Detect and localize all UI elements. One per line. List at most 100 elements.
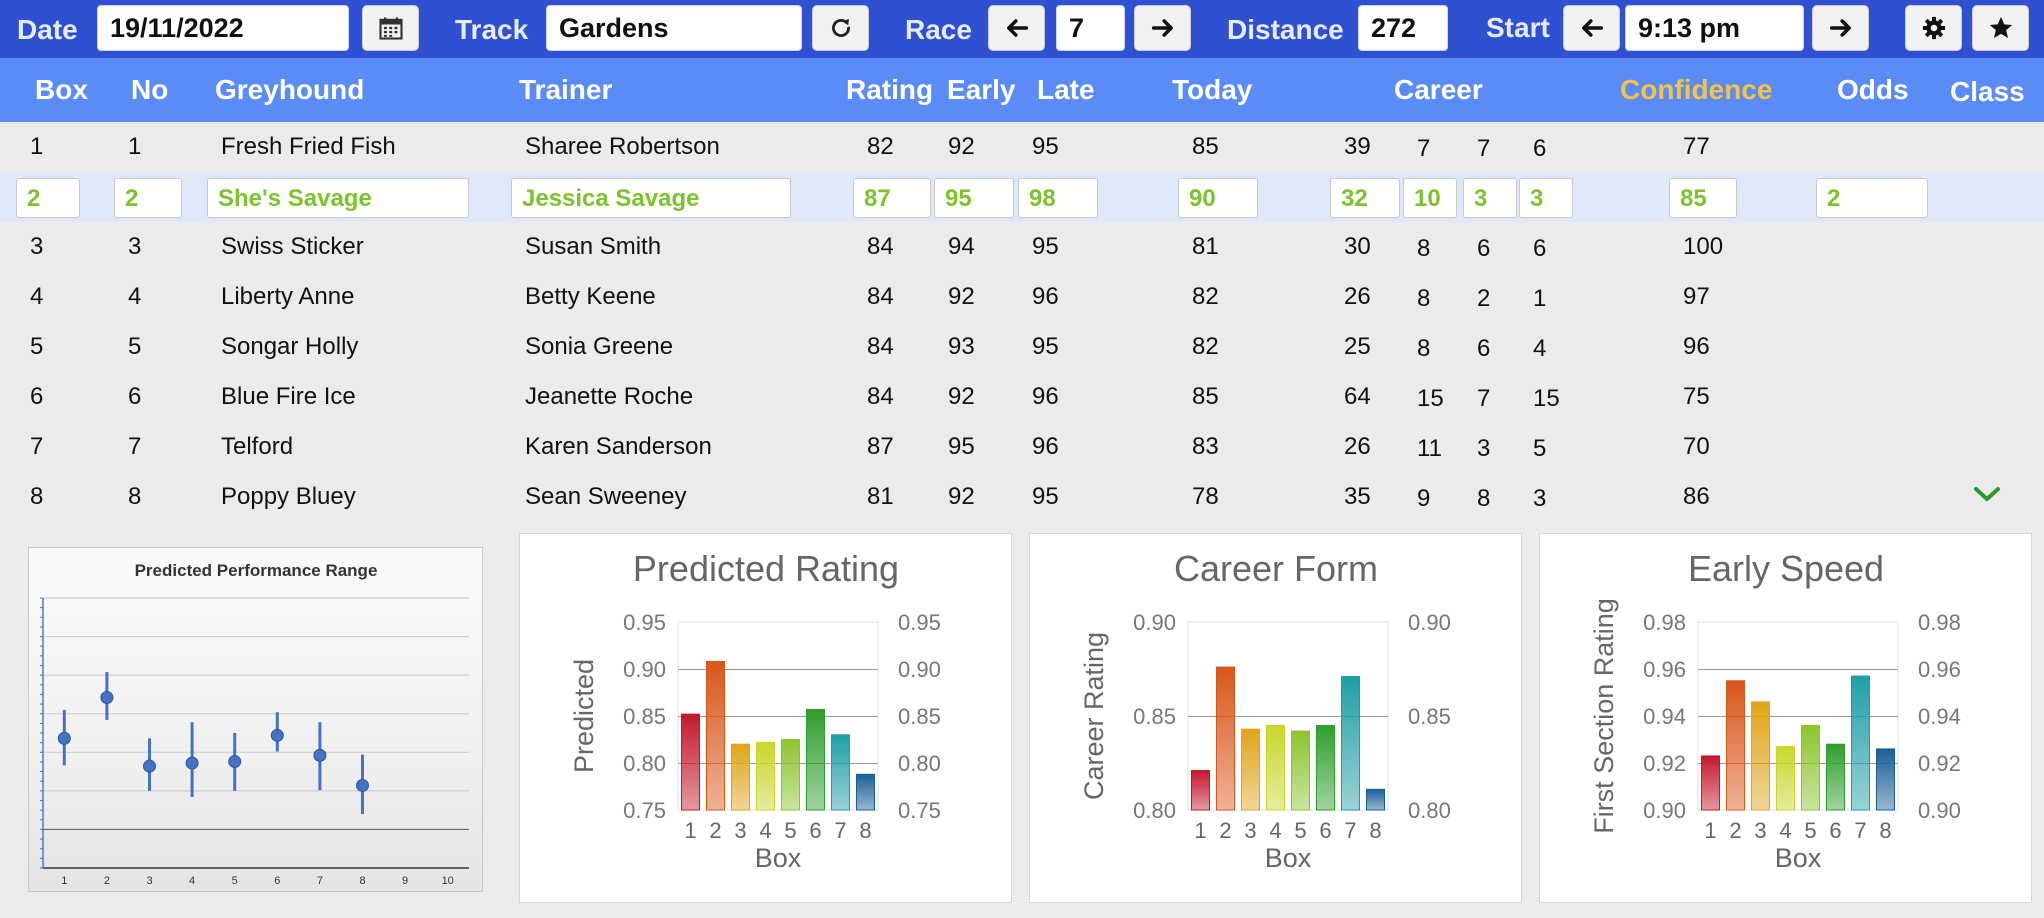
cell-career-c[interactable]: 3 (1463, 178, 1517, 218)
cell-career-d: 5 (1533, 435, 1547, 462)
race-next-button[interactable] (1134, 5, 1191, 51)
point-box-8 (356, 778, 369, 792)
date-field[interactable]: 19/11/2022 (97, 5, 349, 51)
cell-confidence: 75 (1683, 383, 1710, 410)
table-row[interactable]: 1 1 Fresh Fried Fish Sharee Robertson 82 92 95… (0, 122, 2044, 172)
early-speed-chart: 0.90 0.90 0.92 0.92 0.94 0.94 0.96 0.96 0.98 0.98… (1589, 548, 1961, 873)
cell-trainer: Sonia Greene (525, 333, 674, 360)
x-tick-label: 9 (402, 875, 408, 887)
refresh-button[interactable] (812, 5, 869, 51)
cell-today: 85 (1192, 133, 1219, 160)
cell-career-b: 7 (1417, 135, 1431, 162)
start-next-button[interactable] (1812, 5, 1869, 51)
cell-greyhound[interactable]: She's Savage (207, 178, 469, 218)
column-header-today[interactable]: Today (1172, 74, 1253, 105)
cell-career-a[interactable]: 32 (1330, 178, 1400, 218)
cell-career-d: 1 (1533, 285, 1547, 312)
cell-late[interactable]: 98 (1018, 178, 1098, 218)
x-tick-label: 3 (1244, 818, 1256, 843)
table-row[interactable]: 5 5 Songar Holly Sonia Greene 84 93 95 82 25 8 6 4 9… (0, 322, 2044, 372)
race-prev-button[interactable] (988, 5, 1045, 51)
x-tick-label: 4 (1269, 818, 1281, 843)
cell-rating: 81 (867, 483, 894, 510)
table-row[interactable]: 8 8 Poppy Bluey Sean Sweeney 81 92 95 78 35 9 8 3 86 (0, 472, 2044, 522)
settings-button[interactable] (1905, 5, 1962, 51)
cell-today[interactable]: 90 (1178, 178, 1258, 218)
cell-rating: 82 (867, 133, 894, 160)
cell-confidence: 100 (1683, 233, 1724, 260)
x-tick-label: 1 (1704, 818, 1716, 843)
y-tick-label-left: 0.80 (623, 751, 666, 776)
cell-career-d[interactable]: 3 (1519, 178, 1573, 218)
calendar-button[interactable] (362, 5, 419, 51)
x-tick-label: 6 (1319, 818, 1331, 843)
cell-box: 6 (30, 383, 44, 410)
cell-career-c: 6 (1477, 235, 1491, 262)
column-header-career[interactable]: Career (1394, 74, 1483, 105)
start-time-field[interactable]: 9:13 pm (1625, 5, 1804, 51)
distance-field[interactable]: 272 (1358, 5, 1448, 51)
cell-career-d: 6 (1533, 235, 1547, 262)
bar-box-1 (681, 713, 700, 811)
column-header-confidence[interactable]: Confidence (1620, 74, 1773, 105)
column-header-class[interactable]: Class (1950, 76, 2025, 107)
cell-box[interactable]: 2 (16, 178, 80, 218)
cell-career-b: 15 (1417, 385, 1444, 412)
column-header-late[interactable]: Late (1037, 74, 1095, 105)
cell-today: 85 (1192, 383, 1219, 410)
track-field[interactable]: Gardens (546, 5, 802, 51)
cell-confidence[interactable]: 85 (1669, 178, 1737, 218)
table-row[interactable]: 2 2 She's Savage Jessica Savage 87 95 98 90 32 10… (0, 172, 2044, 222)
cell-early[interactable]: 95 (934, 178, 1014, 218)
cell-greyhound: Swiss Sticker (221, 233, 364, 260)
cell-rating[interactable]: 87 (853, 178, 931, 218)
bar-box-8 (1876, 748, 1895, 811)
cell-today: 81 (1192, 233, 1219, 260)
cell-odds[interactable]: 2 (1816, 178, 1928, 218)
cell-trainer[interactable]: Jessica Savage (511, 178, 791, 218)
cell-career-b: 9 (1417, 485, 1431, 512)
y-tick-label-right: 0.95 (898, 610, 941, 635)
x-tick-label: 1 (1194, 818, 1206, 843)
bar-box-7 (1851, 675, 1870, 811)
cell-career-d: 6 (1533, 135, 1547, 162)
table-row[interactable]: 4 4 Liberty Anne Betty Keene 84 92 96 82 26 8 2 1 97 (0, 272, 2044, 322)
bar-box-3 (1751, 701, 1770, 811)
column-header-no[interactable]: No (131, 74, 169, 105)
cell-greyhound: Liberty Anne (221, 283, 355, 310)
star-icon (1989, 16, 2012, 39)
bar-box-7 (831, 734, 850, 811)
table-row[interactable]: 6 6 Blue Fire Ice Jeanette Roche 84 92 96 85 64 1… (0, 372, 2044, 422)
bar-box-2 (1216, 666, 1235, 811)
column-header-odds[interactable]: Odds (1837, 74, 1909, 105)
column-header-box[interactable]: Box (35, 74, 88, 105)
cell-box: 3 (30, 233, 44, 260)
cell-late: 95 (1032, 133, 1059, 160)
x-tick-label: 8 (359, 875, 365, 887)
table-row[interactable]: 7 7 Telford Karen Sanderson 87 95 96 83 26 11 3 5 70 (0, 422, 2044, 472)
cell-no[interactable]: 2 (114, 178, 182, 218)
table-row[interactable]: 3 3 Swiss Sticker Susan Smith 84 94 95 81 30 8 6 6 1… (0, 222, 2044, 272)
bar-box-8 (856, 773, 875, 811)
column-header-greyhound[interactable]: Greyhound (215, 74, 365, 105)
bar-box-3 (731, 743, 750, 811)
y-axis-label: Predicted (569, 659, 599, 773)
x-tick-label: 5 (1804, 818, 1816, 843)
cell-greyhound: Poppy Bluey (221, 483, 356, 510)
chevron-down-icon[interactable] (1972, 482, 2002, 506)
cell-career-d: 4 (1533, 335, 1547, 362)
x-tick-label: 7 (834, 818, 846, 843)
column-header-trainer[interactable]: Trainer (519, 74, 613, 105)
cell-career-b: 11 (1417, 435, 1442, 462)
bar-box-3 (1241, 728, 1260, 811)
cell-career-b[interactable]: 10 (1403, 178, 1457, 218)
start-prev-button[interactable] (1563, 5, 1620, 51)
y-tick-label-left: 0.90 (623, 657, 666, 682)
column-header-rating[interactable]: Rating (846, 74, 934, 105)
cell-confidence: 96 (1683, 333, 1710, 360)
column-header-early[interactable]: Early (947, 74, 1016, 105)
favorite-button[interactable] (1972, 5, 2029, 51)
cell-today: 83 (1192, 433, 1219, 460)
cell-no: 5 (128, 333, 142, 360)
race-field[interactable]: 7 (1056, 5, 1125, 51)
